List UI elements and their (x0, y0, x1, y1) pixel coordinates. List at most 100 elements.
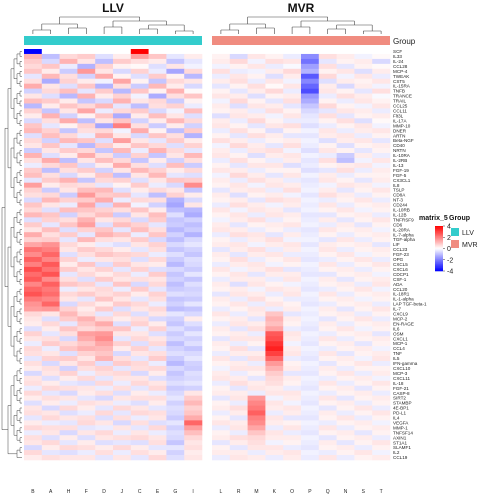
heatmap-cell (247, 49, 266, 55)
heatmap-cell (372, 162, 391, 169)
heatmap-cell (77, 108, 96, 114)
group-legend-label: MVR (462, 242, 478, 249)
heatmap-cell (212, 415, 231, 421)
heatmap-cell (229, 192, 248, 198)
heatmap-cell (247, 162, 266, 169)
heatmap-cell (184, 197, 203, 203)
heatmap-cell (247, 291, 266, 297)
heatmap-cell (283, 281, 302, 287)
heatmap-cell (166, 306, 185, 312)
heatmap-cell (148, 133, 167, 139)
heatmap-cell (336, 395, 355, 401)
heatmap-cell (372, 197, 391, 203)
heatmap-cell (77, 88, 96, 94)
heatmap-cell (24, 182, 43, 188)
heatmap-cell (41, 370, 60, 377)
heatmap-cell (59, 88, 78, 94)
heatmap-cell (113, 133, 132, 139)
heatmap-cell (95, 420, 114, 426)
heatmap-cell (59, 232, 78, 238)
heatmap-cell (212, 351, 231, 357)
heatmap-cell (166, 301, 185, 307)
heatmap-cell (247, 365, 266, 372)
heatmap-cell (113, 217, 132, 223)
heatmap-cell (130, 326, 149, 332)
heatmap-cell (59, 430, 78, 436)
heatmap-cell (184, 118, 203, 124)
column-label: R (237, 489, 241, 495)
heatmap-cell (372, 207, 391, 213)
heatmap-cell (318, 256, 337, 263)
heatmap-cell (113, 157, 132, 164)
heatmap-cell (247, 410, 266, 416)
heatmap-cell (372, 237, 391, 243)
heatmap-cell (184, 138, 203, 144)
heatmap-cell (95, 415, 114, 421)
heatmap-cell (372, 133, 391, 139)
heatmap-cell (354, 450, 373, 456)
heatmap-cell (212, 276, 231, 283)
heatmap-cell (301, 98, 320, 104)
heatmap-cell (148, 301, 167, 307)
heatmap-cell (148, 227, 167, 233)
heatmap-cell (113, 49, 132, 55)
heatmap-cell (354, 440, 373, 446)
heatmap-cell (113, 152, 132, 159)
heatmap-cell (229, 306, 248, 312)
heatmap-cell (283, 207, 302, 213)
heatmap-cell (77, 450, 96, 456)
heatmap-cell (59, 197, 78, 203)
heatmap-cell (41, 341, 60, 347)
heatmap-cell (247, 207, 266, 213)
heatmap-cell (247, 316, 266, 322)
heatmap-cell (95, 93, 114, 99)
heatmap-cell (354, 341, 373, 347)
heatmap-cell (247, 252, 266, 258)
heatmap-cell (148, 390, 167, 396)
heatmap-cell (229, 227, 248, 233)
heatmap-cell (166, 440, 185, 446)
heatmap-cell (318, 187, 337, 193)
heatmap-cell (318, 118, 337, 124)
heatmap-cell (229, 63, 248, 70)
heatmap-cell (212, 256, 231, 263)
heatmap-cell (247, 222, 266, 228)
row-label: AXIN1 (393, 435, 407, 440)
heatmap-cell (184, 385, 203, 391)
heatmap-cell (59, 375, 78, 382)
heatmap-cell (77, 356, 96, 362)
heatmap-cell (59, 78, 78, 84)
heatmap-cell (77, 68, 96, 75)
heatmap-cell (301, 276, 320, 283)
heatmap-cell (354, 266, 373, 273)
heatmap-cell (301, 365, 320, 372)
heatmap-cell (247, 53, 266, 60)
heatmap-cell (41, 395, 60, 401)
heatmap-cell (212, 375, 231, 382)
heatmap-cell (77, 113, 96, 119)
heatmap-cell (24, 405, 43, 411)
heatmap-cell (130, 252, 149, 258)
heatmap-cell (229, 53, 248, 60)
heatmap-cell (372, 440, 391, 446)
heatmap-cell (229, 232, 248, 238)
heatmap-cell (77, 49, 96, 55)
heatmap-cell (148, 172, 167, 179)
heatmap-cell (318, 212, 337, 218)
heatmap-cell (283, 410, 302, 416)
heatmap-cell (77, 157, 96, 164)
heatmap-cell (229, 172, 248, 179)
heatmap-cell (77, 247, 96, 253)
heatmap-cell (59, 331, 78, 337)
heatmap-cell (130, 370, 149, 377)
heatmap-cell (354, 162, 373, 169)
row-label: CCL19 (393, 455, 408, 460)
heatmap-cell (301, 148, 320, 154)
heatmap-cell (148, 415, 167, 421)
heatmap-cell (41, 157, 60, 164)
heatmap-cell (77, 316, 96, 322)
heatmap-cell (229, 316, 248, 322)
heatmap-cell (301, 261, 320, 268)
column-label: C (138, 489, 142, 495)
row-label: CCL4 (393, 346, 405, 351)
